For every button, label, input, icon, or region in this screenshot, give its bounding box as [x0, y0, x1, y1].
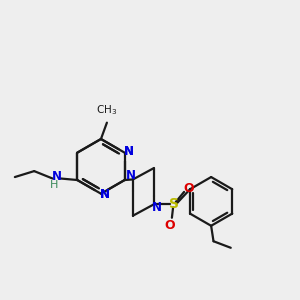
- Text: N: N: [52, 170, 62, 183]
- Text: H: H: [50, 180, 58, 190]
- Text: N: N: [152, 202, 162, 214]
- Text: O: O: [164, 219, 175, 232]
- Text: O: O: [184, 182, 194, 195]
- Text: CH$_3$: CH$_3$: [96, 103, 118, 117]
- Text: N: N: [100, 188, 110, 201]
- Text: N: N: [124, 145, 134, 158]
- Text: N: N: [100, 188, 110, 201]
- Text: N: N: [124, 145, 134, 158]
- Text: S: S: [169, 197, 179, 212]
- Text: N: N: [126, 169, 136, 182]
